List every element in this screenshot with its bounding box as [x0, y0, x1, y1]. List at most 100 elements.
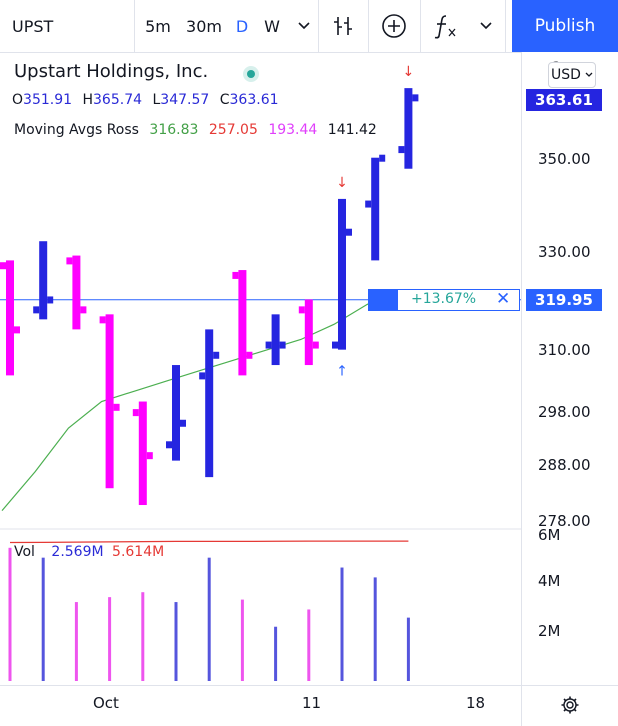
ohlc-bar-body	[371, 157, 380, 261]
ma-indicator-name[interactable]: Moving Avgs Ross	[14, 122, 139, 138]
ohlc-open-tick	[365, 200, 372, 208]
bar-style-icon[interactable]	[318, 0, 368, 52]
interval-5m[interactable]: 5m	[145, 16, 171, 36]
volume-tick: 2M	[538, 622, 561, 640]
price-axis[interactable]: 3 USD 350.00 330.00 310.00 298.00 288.00…	[521, 52, 618, 685]
ohlc-close-tick	[412, 94, 419, 102]
volume-bar	[340, 567, 344, 681]
high-label: H	[82, 92, 94, 108]
currency-chevron-icon	[585, 72, 593, 77]
currency-select[interactable]: USD	[548, 62, 596, 88]
interval-d[interactable]: D	[235, 16, 249, 36]
time-axis[interactable]: Oct 11 18	[0, 685, 618, 726]
toolbar-divider	[318, 0, 319, 52]
ohlc-bar-body	[39, 241, 48, 320]
ohlc-close-tick	[180, 419, 186, 427]
ohlc-open-tick	[99, 316, 106, 324]
ohlc-close-tick	[146, 452, 153, 460]
open-label: O	[12, 92, 24, 108]
symbol-search[interactable]: UPST	[12, 16, 54, 36]
ohlc-close-tick	[113, 403, 120, 411]
crosshair-price-tag: 319.95	[526, 289, 602, 311]
volume-label[interactable]: Vol	[14, 544, 35, 560]
ohlc-close-tick	[14, 326, 20, 334]
ohlc-values: O351.91 H365.74 L347.57 C363.61	[12, 92, 285, 108]
moving-average-line	[1, 289, 401, 512]
volume-bar	[373, 577, 377, 681]
ohlc-close-tick	[47, 296, 54, 304]
publish-button[interactable]: Publish	[512, 0, 618, 52]
ohlc-bar-body	[271, 314, 280, 366]
sell-signal-arrow: ↓	[403, 64, 415, 80]
ohlc-open-tick	[132, 409, 139, 417]
ohlc-open-tick	[232, 271, 239, 279]
volume-value: 2.569M	[51, 544, 104, 560]
price-tick: 310.00	[538, 341, 591, 359]
close-value: 363.61	[229, 92, 279, 108]
ohlc-close-tick	[379, 154, 386, 162]
buy-signal-arrow: ↑	[336, 364, 348, 380]
interval-30m[interactable]: 30m	[186, 16, 222, 36]
volume-bar	[8, 547, 12, 681]
toolbar-divider	[134, 0, 135, 52]
ohlc-bar-body	[304, 299, 313, 366]
last-price-tag: 363.61	[526, 89, 602, 111]
chart-canvas[interactable]: ↑ ↓ ↓	[0, 0, 521, 685]
axis-divider	[521, 686, 522, 726]
interval-w[interactable]: W	[264, 16, 280, 36]
high-value: 365.74	[93, 92, 143, 108]
market-status-dot-icon	[243, 66, 259, 82]
volume-bar	[307, 609, 311, 681]
low-value: 347.57	[160, 92, 210, 108]
volume-bar	[174, 602, 178, 681]
ohlc-open-tick	[298, 306, 305, 314]
price-tick: 330.00	[538, 243, 591, 261]
ohlc-open-tick	[199, 372, 206, 380]
volume-bar	[108, 597, 112, 681]
measure-drag-handle[interactable]	[369, 290, 398, 310]
time-tick-11: 11	[302, 694, 322, 712]
volume-ma-value: 5.614M	[112, 544, 165, 560]
ohlc-bar-body	[172, 365, 180, 461]
indicators-dropdown-chevron-icon[interactable]	[472, 0, 500, 52]
volume-bar	[141, 592, 145, 681]
indicators-fx-icon[interactable]	[424, 0, 468, 52]
ohlc-bar-body	[238, 270, 247, 376]
ohlc-close-tick	[346, 228, 352, 236]
symbol-title: Upstart Holdings, Inc.	[14, 61, 209, 82]
compare-add-icon[interactable]	[368, 0, 420, 52]
sell-signal-arrow: ↓	[336, 175, 348, 191]
ohlc-open-tick	[398, 146, 405, 154]
ohlc-close-tick	[80, 306, 87, 314]
ohlc-bar-body	[72, 255, 81, 330]
interval-dropdown-chevron-icon[interactable]	[290, 0, 318, 52]
ohlc-close-tick	[246, 351, 253, 359]
price-tick: 278.00	[538, 512, 591, 530]
low-label: L	[152, 92, 161, 108]
ohlc-bar-body	[105, 314, 114, 489]
volume-legend[interactable]: Vol 2.569M 5.614M	[14, 544, 168, 560]
ohlc-close-tick	[213, 351, 220, 359]
currency-label: USD	[551, 67, 581, 83]
ohlc-close-tick	[279, 341, 286, 349]
ohlc-bar-body	[338, 198, 346, 350]
toolbar-divider	[420, 0, 421, 52]
volume-bar	[74, 602, 78, 681]
volume-bar	[240, 599, 244, 681]
ma-value-1: 316.83	[149, 122, 199, 138]
open-value: 351.91	[23, 92, 73, 108]
top-toolbar: UPST 5m 30m D W Publish	[0, 0, 618, 53]
ma-value-2: 257.05	[208, 122, 258, 138]
settings-gear-icon[interactable]	[560, 695, 580, 715]
ohlc-open-tick	[166, 441, 172, 449]
volume-ma-line	[9, 540, 409, 544]
toolbar-divider	[505, 0, 506, 52]
measure-close-icon[interactable]: ✕	[496, 289, 511, 309]
ohlc-bar-body	[6, 260, 14, 376]
toolbar-divider	[368, 0, 369, 52]
ma-value-4: 141.42	[327, 122, 377, 138]
measure-tool[interactable]: +13.67% ✕	[368, 289, 520, 311]
volume-bar	[406, 617, 410, 681]
ohlc-close-tick	[312, 341, 319, 349]
moving-avg-legend[interactable]: Moving Avgs Ross 316.83 257.05 193.44 14…	[14, 122, 383, 138]
